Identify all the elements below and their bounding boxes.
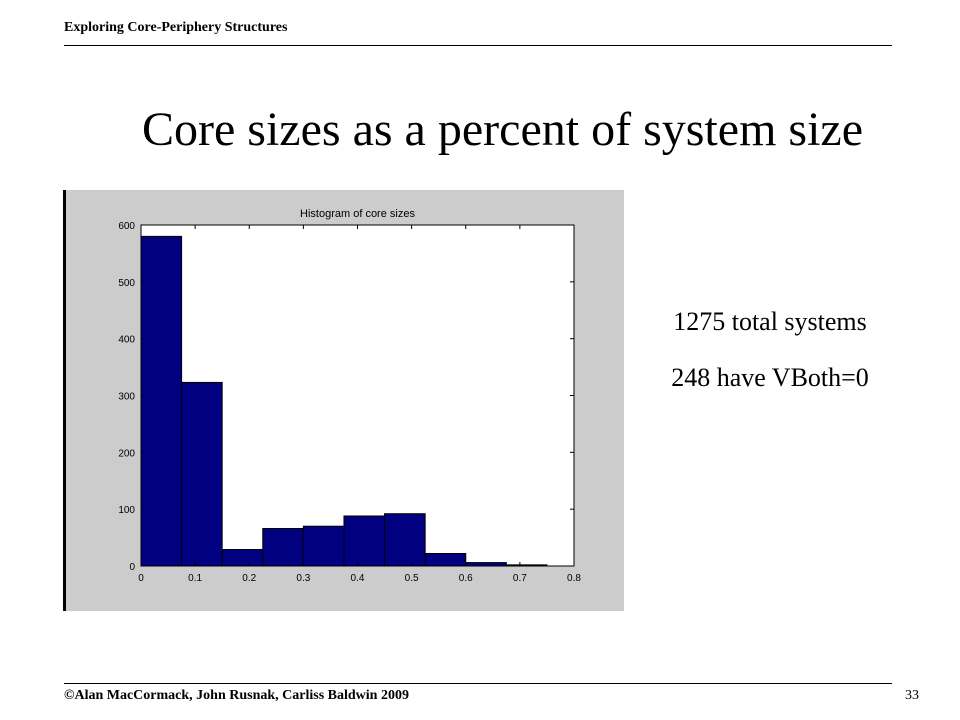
- y-tick-label: 500: [118, 278, 135, 289]
- slide-title: Core sizes as a percent of system size: [141, 103, 864, 156]
- slide-header: Exploring Core-Periphery Structures: [64, 20, 288, 35]
- page-number: 33: [905, 688, 919, 703]
- vboth-note: 248 have VBoth=0: [671, 363, 869, 392]
- histogram-chart: 0 100 200 300 400 500 600 0 0.1 0.2 0.3 0.4 0.5 0.6 0.…: [118, 208, 581, 584]
- x-tick-label: 0.5: [405, 573, 419, 584]
- header-rule: [64, 45, 892, 46]
- chart-figure: 0 100 200 300 400 500 600 0 0.1 0.2 0.3 0.4 0.5 0.6 0.…: [63, 190, 624, 611]
- y-tick-label: 0: [129, 562, 135, 573]
- x-tick-label: 0.4: [351, 573, 365, 584]
- histogram-bar: [140, 235, 183, 567]
- footer-copyright: ©Alan MacCormack, John Rusnak, Carliss B…: [64, 688, 409, 703]
- histogram-bar: [465, 562, 507, 567]
- histogram-bar: [343, 515, 386, 567]
- x-tick-label: 0.3: [296, 573, 310, 584]
- y-tick-label: 200: [118, 448, 135, 459]
- histogram-bar: [181, 381, 223, 567]
- y-tick-label: 600: [118, 221, 135, 232]
- y-tick-label: 400: [118, 335, 135, 346]
- histogram-bar: [384, 513, 426, 567]
- histogram-bar: [262, 527, 304, 567]
- x-tick-label: 0.7: [513, 573, 527, 584]
- histogram-bar: [302, 525, 345, 567]
- histogram-bar: [221, 549, 264, 567]
- x-tick-label: 0.1: [188, 573, 202, 584]
- y-tick-label: 300: [118, 392, 135, 403]
- histogram-bar: [424, 552, 467, 567]
- x-tick-label: 0.8: [567, 573, 581, 584]
- x-tick-label: 0: [138, 573, 144, 584]
- x-tick-label: 0.6: [459, 573, 473, 584]
- y-tick-label: 100: [118, 505, 135, 516]
- footer-rule: [64, 683, 892, 684]
- chart-title: Histogram of core sizes: [300, 208, 415, 220]
- x-tick-label: 0.2: [242, 573, 256, 584]
- total-systems-note: 1275 total systems: [673, 307, 867, 336]
